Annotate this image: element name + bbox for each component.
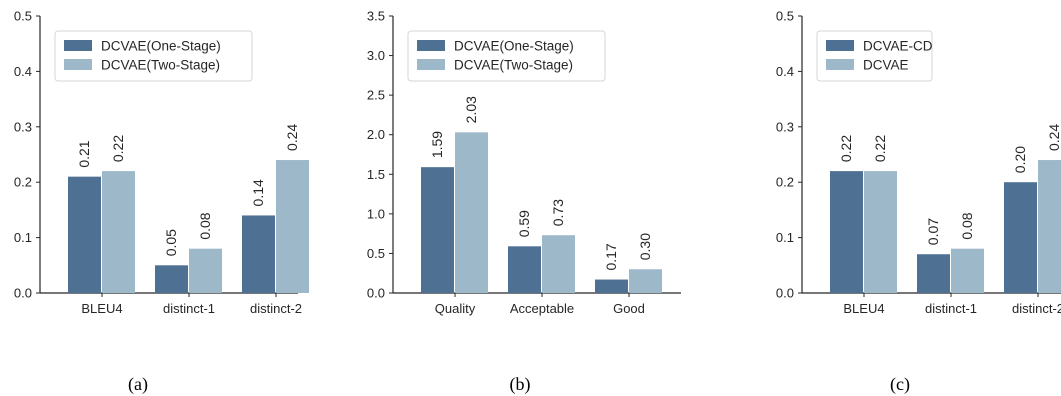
y-tick-label: 0.5	[14, 9, 32, 24]
y-tick-label: 1.0	[367, 206, 385, 221]
chart-panel-3: 0.0 0.1 0.2 0.3 0.4 0.5 0.22 0.22 BLEU4 0.07 0.08 d…	[776, 9, 1061, 395]
bar	[629, 269, 662, 293]
y-tick-label: 0.4	[14, 64, 32, 79]
panel-label: (a)	[128, 374, 148, 395]
legend: DCVAE(One-Stage) DCVAE(Two-Stage)	[407, 30, 606, 82]
legend-box	[407, 30, 606, 82]
bar-value-label: 0.21	[76, 140, 92, 167]
bar	[830, 171, 863, 293]
bar	[276, 160, 309, 293]
bar-value-label: 0.22	[838, 135, 854, 162]
legend-entry: DCVAE(Two-Stage)	[454, 58, 573, 73]
y-tick-label: 0.2	[776, 175, 794, 190]
bar	[951, 248, 984, 293]
bar	[155, 265, 188, 293]
bar-value-label: 0.17	[603, 243, 619, 270]
legend: DCVAE-CD DCVAE	[816, 30, 933, 82]
bar-value-label: 0.07	[925, 218, 941, 245]
bar	[421, 167, 454, 293]
bar-value-label: 0.59	[516, 210, 532, 237]
y-tick-label: 0.0	[776, 286, 794, 301]
y-tick-label: 2.5	[367, 88, 385, 103]
bar-value-label: 0.24	[1046, 124, 1061, 151]
bar	[242, 215, 275, 293]
bar-value-label: 0.73	[550, 199, 566, 226]
x-tick-label: Quality	[435, 301, 476, 316]
x-tick-label: distinct-1	[163, 301, 215, 316]
legend-swatch	[64, 59, 92, 70]
y-tick-label: 0.3	[776, 119, 794, 134]
bar-value-label: 0.22	[872, 135, 888, 162]
chart-panel-1: 0.0 0.1 0.2 0.3 0.4 0.5 0.21 0.22 BLEU4 0.05 0.08 d…	[14, 9, 309, 395]
panel-label: (b)	[510, 374, 531, 395]
bar-value-label: 0.24	[284, 124, 300, 151]
y-tick-label: 3.0	[367, 48, 385, 63]
bar-value-label: 0.08	[197, 212, 213, 239]
bar	[595, 279, 628, 293]
legend-entry: DCVAE	[863, 58, 909, 73]
y-tick-label: 0.1	[776, 230, 794, 245]
legend-entry: DCVAE(Two-Stage)	[101, 58, 220, 73]
bar	[542, 235, 575, 293]
legend-swatch	[826, 59, 854, 70]
x-tick-label: distinct-2	[1012, 301, 1061, 316]
chart-panel-2: 0.0 0.5 1.0 1.5 2.0 2.5 3.0 3.5 1.59 2.03 Quality 0…	[367, 9, 681, 395]
x-tick-label: distinct-2	[250, 301, 302, 316]
bar-value-label: 0.14	[250, 179, 266, 206]
y-tick-label: 0.0	[14, 286, 32, 301]
y-tick-label: 0.5	[367, 246, 385, 261]
bar	[508, 246, 541, 293]
legend-swatch	[417, 40, 445, 51]
legend-swatch	[64, 40, 92, 51]
bar	[68, 176, 101, 293]
bar	[102, 171, 135, 293]
x-tick-label: BLEU4	[843, 301, 884, 316]
panel-label: (c)	[890, 374, 910, 395]
y-tick-label: 0.4	[776, 64, 794, 79]
y-tick-label: 0.1	[14, 230, 32, 245]
x-tick-label: BLEU4	[81, 301, 122, 316]
x-tick-label: distinct-1	[925, 301, 977, 316]
y-tick-label: 1.5	[367, 167, 385, 182]
y-tick-label: 0.0	[367, 286, 385, 301]
bar	[1038, 160, 1061, 293]
y-tick-label: 0.2	[14, 175, 32, 190]
bar-value-label: 2.03	[463, 96, 479, 123]
bar-value-label: 0.30	[637, 233, 653, 260]
legend-entry: DCVAE-CD	[863, 39, 933, 54]
y-tick-label: 0.3	[14, 119, 32, 134]
bar-value-label: 0.22	[110, 135, 126, 162]
legend-swatch	[826, 40, 854, 51]
legend-box	[54, 30, 253, 82]
legend-entry: DCVAE(One-Stage)	[101, 39, 221, 54]
bar-value-label: 0.05	[163, 229, 179, 256]
legend: DCVAE(One-Stage) DCVAE(Two-Stage)	[54, 30, 253, 82]
x-tick-label: Acceptable	[510, 301, 574, 316]
bar	[917, 254, 950, 293]
y-tick-label: 3.5	[367, 9, 385, 24]
y-tick-label: 2.0	[367, 127, 385, 142]
bar-value-label: 0.08	[959, 212, 975, 239]
bar-value-label: 1.59	[429, 131, 445, 158]
bar	[189, 248, 222, 293]
bar-value-label: 0.20	[1012, 146, 1028, 173]
bar	[1004, 182, 1037, 293]
legend-entry: DCVAE(One-Stage)	[454, 39, 574, 54]
bar	[864, 171, 897, 293]
legend-swatch	[417, 59, 445, 70]
x-tick-label: Good	[613, 301, 645, 316]
bar	[455, 132, 488, 293]
y-tick-label: 0.5	[776, 9, 794, 24]
